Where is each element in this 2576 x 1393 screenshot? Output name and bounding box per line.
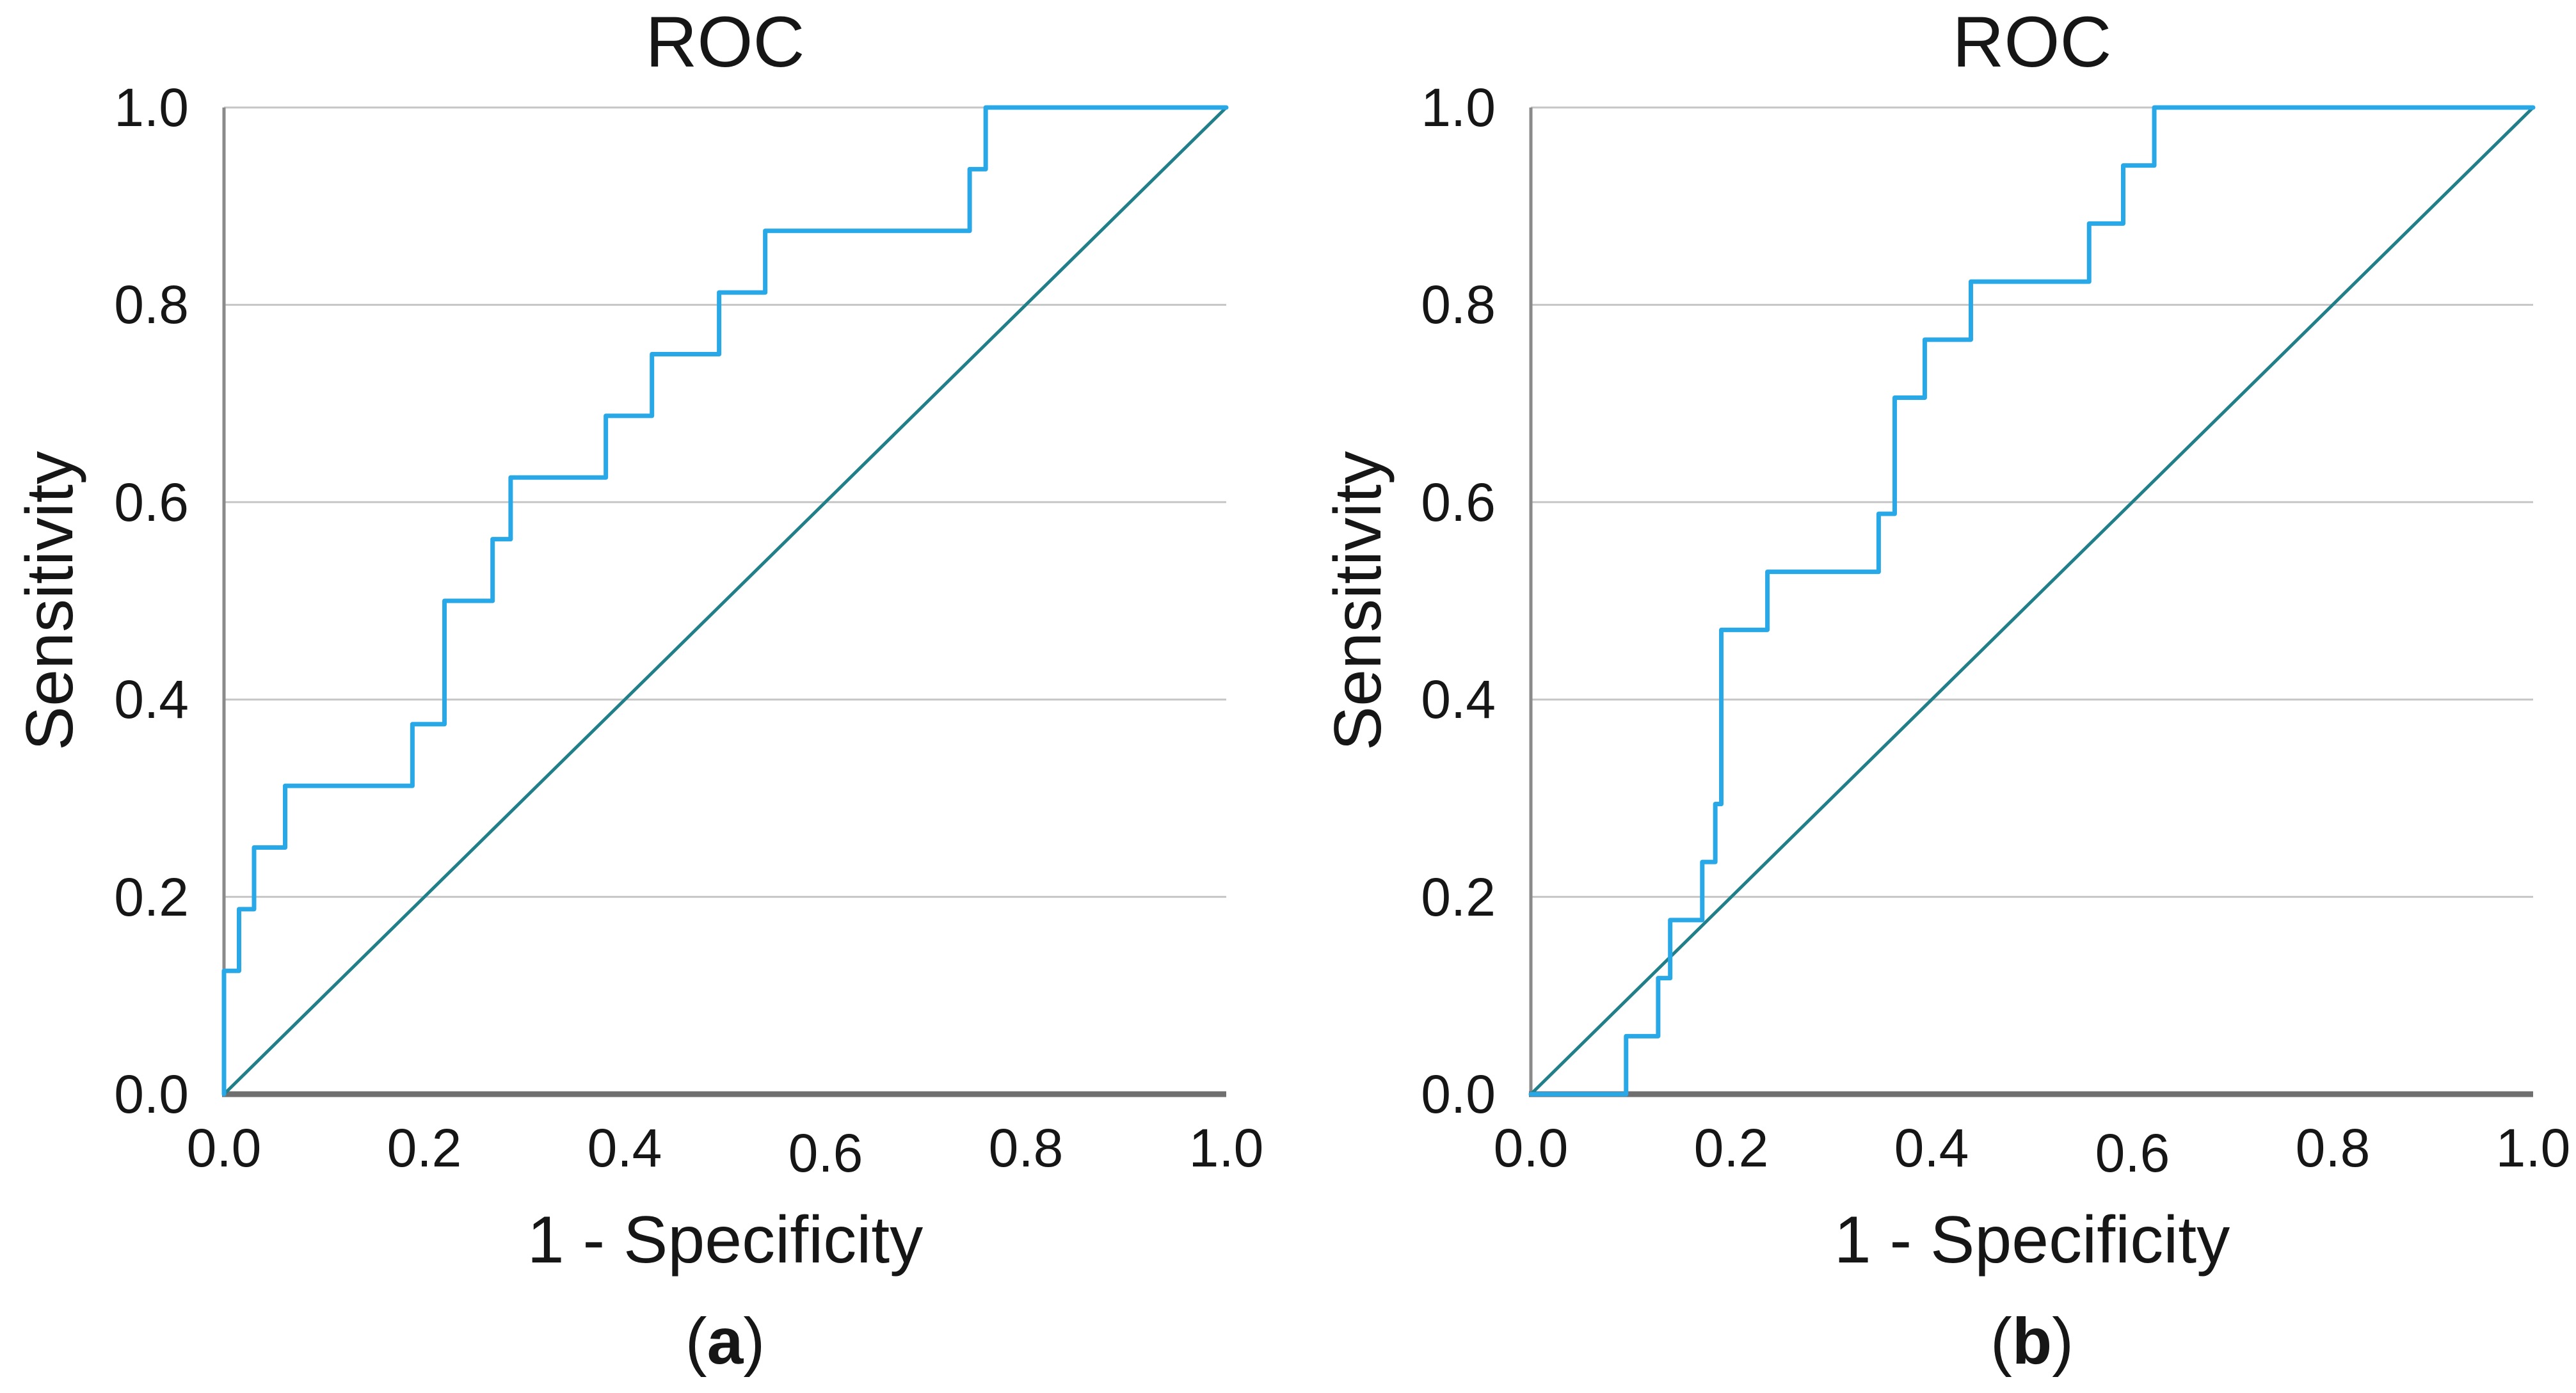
roc-curve-a bbox=[221, 105, 1229, 1097]
reference-diagonal-a bbox=[222, 106, 1228, 1096]
xtick-b-0.8: 0.8 bbox=[2295, 1118, 2371, 1178]
caption-b: (b) bbox=[1531, 1304, 2533, 1378]
caption-a-close: ) bbox=[743, 1305, 765, 1378]
ytick-b-0.6: 0.6 bbox=[1421, 472, 1496, 532]
xtick-b-0.4: 0.4 bbox=[1894, 1118, 1969, 1178]
xtick-a-0.4: 0.4 bbox=[587, 1118, 662, 1178]
x-axis-label-a: 1 - Specificity bbox=[527, 1203, 924, 1277]
xtick-b-1.0: 1.0 bbox=[2495, 1118, 2571, 1178]
ytick-a-0.0: 0.0 bbox=[114, 1064, 189, 1124]
ytick-a-1.0: 1.0 bbox=[114, 77, 189, 138]
xtick-b-0.0: 0.0 bbox=[1493, 1118, 1569, 1178]
ytick-b-0.8: 0.8 bbox=[1421, 275, 1496, 335]
reference-diagonal-b bbox=[1529, 106, 2535, 1096]
caption-a: (a) bbox=[224, 1304, 1226, 1378]
caption-b-open: ( bbox=[1990, 1305, 2012, 1378]
xtick-a-1.0: 1.0 bbox=[1188, 1118, 1264, 1178]
caption-b-close: ) bbox=[2052, 1305, 2074, 1378]
ytick-b-0.4: 0.4 bbox=[1421, 669, 1496, 729]
caption-a-open: ( bbox=[685, 1305, 707, 1378]
caption-a-letter: a bbox=[707, 1305, 744, 1378]
xtick-b-0.2: 0.2 bbox=[1693, 1118, 1769, 1178]
y-axis-label-a: Sensitivity bbox=[13, 450, 87, 751]
ytick-b-0.2: 0.2 bbox=[1421, 867, 1496, 927]
caption-b-letter: b bbox=[2012, 1305, 2052, 1378]
ytick-a-0.8: 0.8 bbox=[114, 275, 189, 335]
plot-title-b: ROC bbox=[1952, 2, 2112, 82]
plot-title-a: ROC bbox=[645, 2, 805, 82]
xtick-b-0.6: 0.6 bbox=[2095, 1123, 2170, 1183]
xtick-a-0.8: 0.8 bbox=[988, 1118, 1064, 1178]
roc-curve-b bbox=[1528, 105, 2536, 1097]
ytick-a-0.2: 0.2 bbox=[114, 867, 189, 927]
xtick-a-0.0: 0.0 bbox=[186, 1118, 262, 1178]
xtick-a-0.6: 0.6 bbox=[788, 1123, 863, 1183]
xtick-a-0.2: 0.2 bbox=[387, 1118, 462, 1178]
ytick-b-0.0: 0.0 bbox=[1421, 1064, 1496, 1124]
ytick-b-1.0: 1.0 bbox=[1421, 77, 1496, 138]
y-axis-label-b: Sensitivity bbox=[1321, 450, 1395, 751]
ytick-a-0.6: 0.6 bbox=[114, 472, 189, 532]
ytick-a-0.4: 0.4 bbox=[114, 669, 189, 729]
x-axis-label-b: 1 - Specificity bbox=[1834, 1203, 2230, 1277]
